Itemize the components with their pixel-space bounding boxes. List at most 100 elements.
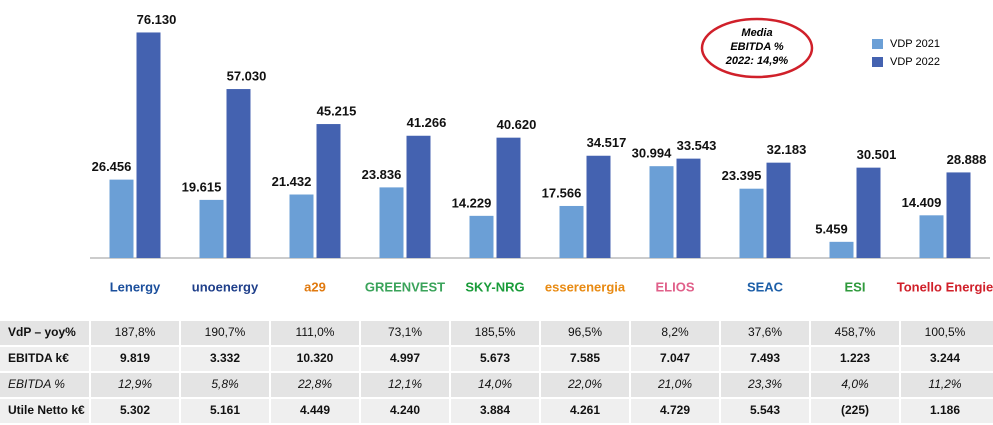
value-label: 45.215 [317, 103, 357, 118]
row-label: VdP – yoy% [8, 325, 76, 339]
value-label: 30.994 [632, 146, 673, 161]
table-cell: 1.223 [840, 351, 870, 365]
value-label: 40.620 [497, 117, 537, 132]
table-cell: 190,7% [205, 325, 246, 339]
table-cell: 37,6% [748, 325, 782, 339]
table-cell: 7.493 [750, 351, 780, 365]
annotation: 2022: 14,9% [725, 55, 789, 67]
value-label: 76.130 [137, 12, 177, 27]
bar [946, 172, 971, 258]
row-label: Utile Netto k€ [8, 403, 85, 417]
table-row-bg [0, 399, 993, 423]
value-label: 14.409 [902, 195, 942, 210]
row-label: EBITDA % [8, 377, 65, 391]
company-logo: unoenergy [192, 279, 259, 294]
table-cell: 3.332 [210, 351, 240, 365]
company-logo: Lenergy [110, 279, 161, 294]
value-label: 30.501 [857, 147, 897, 162]
value-label: 32.183 [767, 142, 807, 157]
bar [676, 158, 701, 258]
bar [559, 205, 584, 258]
value-label: 23.395 [722, 168, 762, 183]
company-logo: SKY-NRG [465, 279, 524, 294]
table-cell: 185,5% [475, 325, 516, 339]
company-logo: SEAC [747, 279, 784, 294]
table-cell: 5.543 [750, 403, 780, 417]
annotation-ellipse [700, 17, 814, 79]
table-cell: 5.302 [120, 403, 150, 417]
table-cell: 100,5% [925, 325, 966, 339]
legend-label: VDP 2021 [890, 38, 940, 50]
table-cell: 10.320 [297, 351, 334, 365]
value-label: 28.888 [947, 152, 987, 167]
table-cell: 5.161 [210, 403, 240, 417]
table-cell: 4,0% [841, 377, 869, 391]
bar [136, 32, 161, 258]
bar [379, 187, 404, 258]
bar [496, 137, 521, 258]
table-cell: (225) [841, 403, 869, 417]
table-cell: 3.244 [930, 351, 960, 365]
table-cell: 12,1% [388, 377, 422, 391]
table-cell: 96,5% [568, 325, 602, 339]
table-cell: 4.729 [660, 403, 690, 417]
bar [109, 179, 134, 258]
table-row-bg [0, 347, 993, 371]
bar [919, 215, 944, 258]
bar [316, 124, 341, 258]
table-cell: 9.819 [120, 351, 150, 365]
value-label: 19.615 [182, 179, 222, 194]
table-cell: 5,8% [211, 377, 239, 391]
value-label: 26.456 [92, 159, 132, 174]
company-logo: ESI [845, 279, 866, 294]
table-cell: 12,9% [118, 377, 152, 391]
value-label: 23.836 [362, 167, 402, 182]
bar [856, 167, 881, 258]
table-cell: 5.673 [480, 351, 510, 365]
bar [469, 215, 494, 258]
table-cell: 22,0% [567, 377, 602, 391]
value-label: 41.266 [407, 115, 447, 130]
table-cell: 4.449 [300, 403, 330, 417]
bar [586, 155, 611, 258]
table-row-bg [0, 321, 993, 345]
value-label: 21.432 [272, 174, 312, 189]
table-cell: 21,0% [657, 377, 692, 391]
table-cell: 23,3% [747, 377, 782, 391]
table-cell: 22,8% [297, 377, 332, 391]
table-cell: 7.585 [570, 351, 600, 365]
table-cell: 1.186 [930, 403, 960, 417]
table-cell: 187,8% [115, 325, 156, 339]
company-logo: ELIOS [655, 279, 694, 294]
legend-label: VDP 2022 [890, 56, 940, 68]
legend-swatch [872, 39, 883, 49]
table-cell: 4.240 [390, 403, 420, 417]
table-cell: 14,0% [478, 377, 512, 391]
bar [406, 135, 431, 258]
value-label: 14.229 [452, 195, 492, 210]
legend-swatch [872, 57, 883, 67]
bar [199, 199, 224, 258]
bar [739, 188, 764, 258]
bar [649, 166, 674, 258]
bar [289, 194, 314, 258]
value-label: 57.030 [227, 68, 267, 83]
company-logo: Tonello Energie [897, 279, 993, 294]
table-cell: 8,2% [661, 325, 689, 339]
value-label: 33.543 [677, 138, 717, 153]
table-cell: 11,2% [928, 377, 961, 391]
value-label: 5.459 [815, 221, 848, 236]
annotation: EBITDA % [730, 41, 784, 53]
table-row-bg [0, 373, 993, 397]
company-logo: GREENVEST [365, 279, 445, 294]
company-logo: esserenergia [545, 279, 626, 294]
bar [766, 162, 791, 258]
value-label: 17.566 [542, 185, 582, 200]
table-cell: 73,1% [388, 325, 422, 339]
bar [226, 89, 251, 259]
row-label: EBITDA k€ [8, 351, 69, 365]
annotation: Media [741, 27, 772, 39]
company-logo: a29 [304, 279, 326, 294]
bar [829, 241, 854, 258]
table-cell: 458,7% [835, 325, 876, 339]
